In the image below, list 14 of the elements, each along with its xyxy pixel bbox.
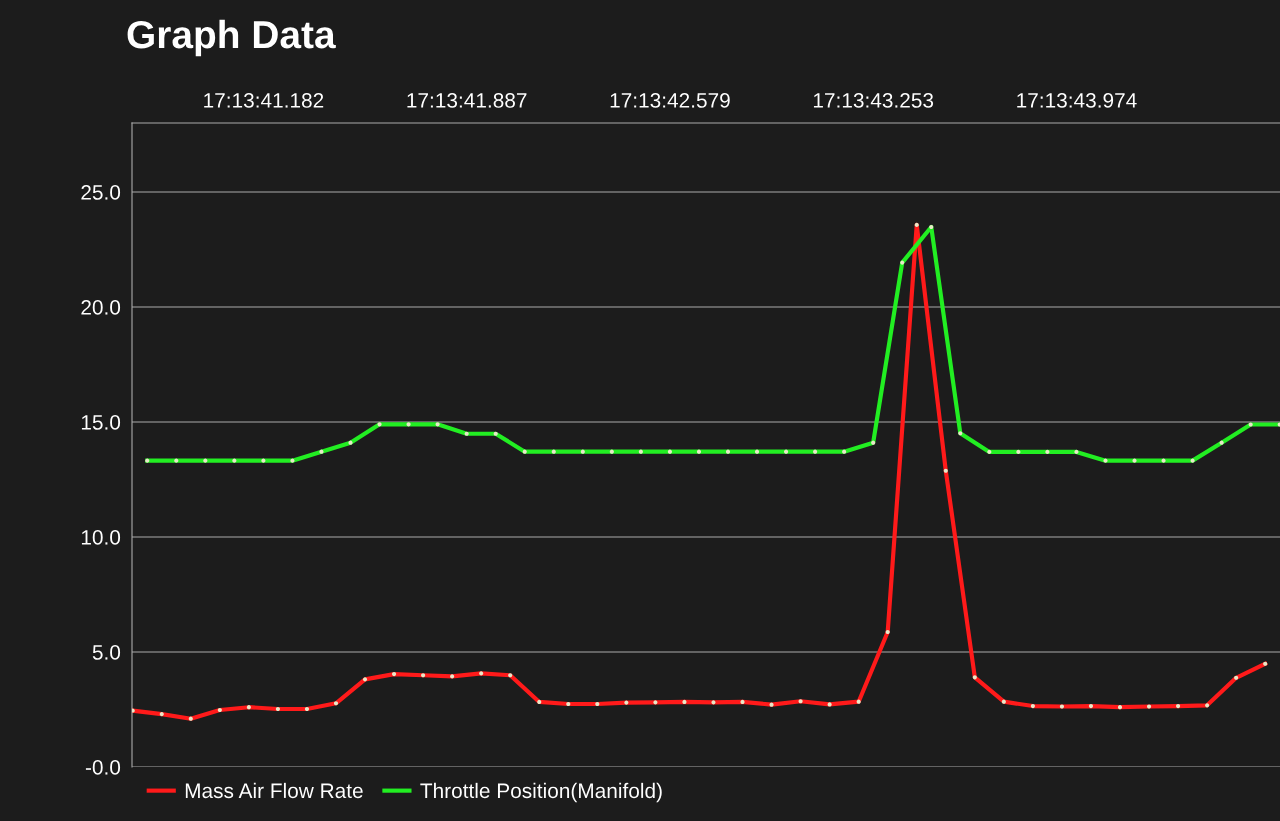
x-tick-label: 17:13:41.887 — [407, 93, 527, 108]
legend-label: Mass Air Flow Rate — [185, 782, 363, 799]
x-tick-label: 17:13:43.253 — [813, 93, 934, 108]
x-tick-label: 17:13:42.579 — [610, 93, 730, 108]
y-tick-label: 10.0 — [81, 530, 121, 545]
x-tick-label: 17:13:41.182 — [204, 93, 324, 108]
y-tick-label: 5.0 — [92, 645, 121, 660]
y-tick-label: -0.0 — [85, 760, 121, 775]
y-tick-label: 15.0 — [81, 415, 121, 430]
x-tick-label: 17:13:43.974 — [1017, 93, 1137, 108]
y-tick-label: 20.0 — [81, 300, 121, 315]
y-tick-label: 25.0 — [81, 185, 121, 200]
legend-label: Throttle Position(Manifold) — [420, 782, 662, 803]
chart-title: Graph Data — [127, 19, 336, 57]
